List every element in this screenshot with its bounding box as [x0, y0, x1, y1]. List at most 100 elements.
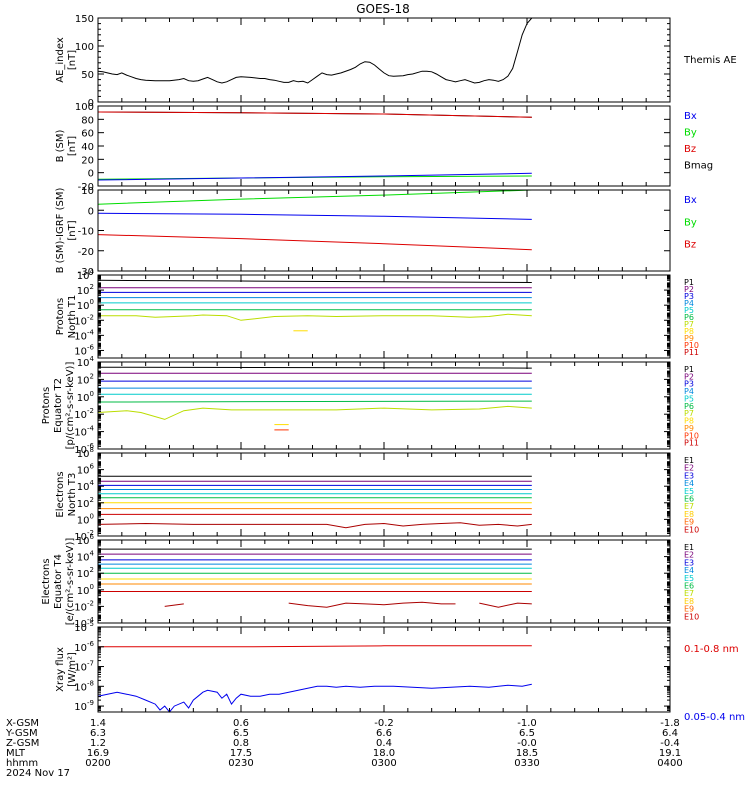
- y-tick-label: -20: [78, 247, 94, 258]
- y-tick-label: 100: [77, 390, 94, 404]
- legend-entry: Bz: [684, 144, 696, 155]
- y-tick-label: 100: [77, 298, 94, 312]
- y-tick-label: 104: [77, 268, 95, 282]
- y-tick-label: 150: [75, 14, 94, 25]
- legend-entry: P4: [684, 387, 694, 396]
- series-ae-0: [97, 17, 533, 84]
- series-bigrf-2: [97, 234, 532, 251]
- y-tick-label: 60: [81, 129, 94, 140]
- legend-entry: Bmag: [684, 161, 713, 172]
- panel-et4: 106 104 102 100 10-2 10-4 Electrons Equator T4[…: [41, 533, 699, 630]
- legend-entry: P1: [684, 278, 694, 287]
- panel-ae: 0 50 100 150 AE_index [nT] Themis AE: [55, 14, 737, 109]
- x-row-label: Z-GSM: [6, 738, 39, 749]
- legend-entry: P5: [684, 394, 694, 403]
- x-tick-label: 6.4: [662, 728, 678, 739]
- legend-entry: P4: [684, 299, 694, 308]
- legend-entry: E6: [684, 495, 694, 504]
- x-tick-label: 6.5: [519, 728, 535, 739]
- series-xray-0: [98, 645, 532, 648]
- x-tick-label: 6.5: [233, 728, 249, 739]
- legend-entry: P3: [684, 292, 694, 301]
- legend-entry: E6: [684, 582, 694, 591]
- x-tick-label: 0.4: [376, 738, 392, 749]
- legend-entry: Bx: [684, 195, 697, 206]
- y-tick-label: 10-7: [74, 660, 94, 674]
- y-tick-label: 104: [77, 550, 95, 564]
- x-tick-label: -0.4: [660, 738, 680, 749]
- legend-entry: P7: [684, 409, 694, 418]
- y-axis-label: North T1: [67, 295, 78, 339]
- x-row-label: X-GSM: [6, 718, 39, 729]
- y-axis-label: B (SM): [55, 129, 66, 162]
- legend-entry: E1: [684, 543, 694, 552]
- series-et4-11: [479, 602, 532, 608]
- y-tick-label: 0: [88, 169, 94, 180]
- panel-xray: 10-5 10-6 10-7 10-8 10-9 Xray flux [W/m²] 0.1-0…: [55, 620, 745, 723]
- legend-entry: Themis AE: [683, 55, 737, 66]
- series-et4-10: [288, 601, 456, 608]
- legend-entry: P2: [684, 285, 694, 294]
- legend-entry: E9: [684, 605, 694, 614]
- legend-entry: Bz: [684, 240, 696, 251]
- panel-frame-xray: [97, 626, 671, 713]
- x-tick-label: 19.1: [659, 748, 681, 759]
- y-tick-label: 106: [77, 533, 95, 547]
- y-tick-label: 10-2: [74, 529, 94, 543]
- y-tick-label: 106: [77, 463, 95, 477]
- y-tick-label: 10: [81, 186, 94, 197]
- panel-frame-pt2: [97, 361, 671, 450]
- series-bsm-1: [97, 111, 532, 118]
- legend-entry: E3: [684, 558, 694, 567]
- x-tick-label: -1.8: [660, 718, 680, 729]
- legend-entry: P10: [684, 431, 699, 440]
- y-tick-label: 10-6: [74, 640, 94, 654]
- y-tick-label: 10-6: [74, 442, 94, 456]
- y-tick-label: 108: [77, 446, 94, 460]
- legend-entry: By: [684, 128, 697, 139]
- y-tick-label: 100: [77, 583, 94, 597]
- y-tick-label: 100: [77, 512, 94, 526]
- legend-entry: E5: [684, 487, 694, 496]
- series-et3-9: [97, 522, 532, 529]
- legend-entry: P1: [684, 365, 694, 374]
- x-tick-label: 0330: [514, 758, 539, 769]
- y-tick-label: 10-9: [74, 699, 94, 713]
- series-et4-9: [164, 603, 184, 607]
- x-tick-label: 6.6: [376, 728, 392, 739]
- legend-entry: P11: [684, 348, 699, 357]
- y-tick-label: 10-8: [74, 679, 94, 693]
- y-tick-label: 10-4: [74, 616, 94, 630]
- y-tick-label: -20: [78, 182, 94, 193]
- y-tick-label: 102: [77, 496, 94, 510]
- legend-entry: P8: [684, 417, 694, 426]
- y-tick-label: 40: [81, 142, 94, 153]
- legend-entry: Bx: [684, 111, 697, 122]
- y-axis-label: Xray flux: [55, 647, 66, 692]
- series-pt2-5: [97, 400, 532, 403]
- y-tick-label: 80: [81, 115, 94, 126]
- legend-entry: E5: [684, 574, 694, 583]
- legend-entry: E2: [684, 464, 694, 473]
- y-tick-label: -30: [78, 267, 94, 278]
- legend-entry: E1: [684, 456, 694, 465]
- y-tick-label: 102: [77, 566, 94, 580]
- x-tick-label: -0.0: [517, 738, 537, 749]
- y-axis-label: Electrons: [55, 471, 66, 517]
- y-axis-label: B (SM)-IGRF (SM): [55, 188, 66, 274]
- x-tick-label: 6.3: [90, 728, 106, 739]
- legend-entry: E4: [684, 566, 694, 575]
- x-row-label: hhmm: [6, 758, 38, 769]
- series-pt1-6: [98, 313, 532, 321]
- y-axis-label: [nT]: [67, 136, 78, 156]
- y-axis-label: Electrons: [41, 558, 52, 604]
- x-tick-label: 17.5: [230, 748, 252, 759]
- y-axis-label: [W/m²]: [67, 652, 78, 687]
- x-tick-label: 0.6: [233, 718, 249, 729]
- legend-entry: P7: [684, 320, 694, 329]
- legend-entry: P11: [684, 439, 699, 448]
- y-axis-label: Equator T2: [53, 378, 64, 433]
- legend-entry: 0.05-0.4 nm: [684, 712, 745, 723]
- panel-frame-bsm: [97, 105, 671, 187]
